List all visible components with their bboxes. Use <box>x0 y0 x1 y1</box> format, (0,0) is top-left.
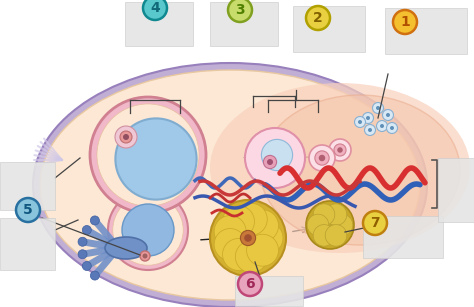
Circle shape <box>82 226 91 235</box>
FancyBboxPatch shape <box>235 276 303 306</box>
Circle shape <box>313 204 335 225</box>
Circle shape <box>214 228 246 260</box>
Circle shape <box>108 190 188 270</box>
Circle shape <box>386 122 398 134</box>
Circle shape <box>376 106 380 110</box>
Circle shape <box>244 234 252 242</box>
Circle shape <box>315 151 329 165</box>
Circle shape <box>337 147 343 153</box>
Circle shape <box>90 97 206 213</box>
Text: 7: 7 <box>370 216 380 230</box>
Ellipse shape <box>33 63 427 307</box>
Circle shape <box>143 0 167 20</box>
Circle shape <box>358 120 362 124</box>
Circle shape <box>115 119 197 200</box>
FancyBboxPatch shape <box>363 216 443 258</box>
Circle shape <box>267 159 273 165</box>
Circle shape <box>122 204 174 256</box>
Circle shape <box>261 139 292 171</box>
FancyBboxPatch shape <box>0 218 55 270</box>
Circle shape <box>143 254 147 258</box>
Circle shape <box>363 211 387 235</box>
Text: 4: 4 <box>150 1 160 15</box>
FancyBboxPatch shape <box>438 158 474 222</box>
Circle shape <box>222 239 255 270</box>
Circle shape <box>366 116 370 120</box>
Circle shape <box>307 214 329 236</box>
Circle shape <box>222 206 255 238</box>
Circle shape <box>363 112 374 123</box>
Circle shape <box>334 144 346 156</box>
Circle shape <box>238 272 262 296</box>
Circle shape <box>393 10 417 34</box>
Text: 3: 3 <box>235 3 245 17</box>
Ellipse shape <box>260 95 460 245</box>
Circle shape <box>373 103 383 114</box>
Circle shape <box>309 145 335 171</box>
Circle shape <box>325 204 347 225</box>
Circle shape <box>123 134 129 140</box>
FancyBboxPatch shape <box>0 162 55 210</box>
Circle shape <box>120 131 132 143</box>
Circle shape <box>306 6 330 30</box>
Circle shape <box>306 201 354 249</box>
Ellipse shape <box>40 70 420 300</box>
FancyBboxPatch shape <box>385 8 467 54</box>
Circle shape <box>97 104 199 206</box>
Ellipse shape <box>210 83 470 253</box>
Text: 6: 6 <box>245 277 255 291</box>
Circle shape <box>115 126 137 148</box>
Circle shape <box>251 222 283 254</box>
Circle shape <box>235 241 267 273</box>
Circle shape <box>355 116 365 127</box>
Circle shape <box>245 128 305 188</box>
Circle shape <box>240 230 255 246</box>
Circle shape <box>246 234 279 266</box>
Circle shape <box>113 195 183 265</box>
Circle shape <box>313 225 335 246</box>
Circle shape <box>386 113 390 117</box>
Circle shape <box>140 251 150 261</box>
Circle shape <box>368 128 372 132</box>
Circle shape <box>214 216 246 247</box>
Circle shape <box>82 262 91 270</box>
Circle shape <box>210 200 286 276</box>
Circle shape <box>390 126 394 130</box>
Circle shape <box>331 214 353 236</box>
Circle shape <box>329 139 351 161</box>
Text: 2: 2 <box>313 11 323 25</box>
Circle shape <box>319 155 325 161</box>
Circle shape <box>78 250 87 259</box>
Circle shape <box>91 216 100 225</box>
FancyBboxPatch shape <box>210 2 278 46</box>
FancyBboxPatch shape <box>125 2 193 46</box>
Circle shape <box>264 155 277 169</box>
Ellipse shape <box>105 237 147 259</box>
Circle shape <box>376 121 388 131</box>
Circle shape <box>246 210 279 242</box>
Circle shape <box>365 125 375 135</box>
Circle shape <box>91 271 100 280</box>
Circle shape <box>380 124 384 128</box>
Circle shape <box>235 203 267 235</box>
Circle shape <box>228 0 252 22</box>
FancyBboxPatch shape <box>293 6 365 52</box>
Circle shape <box>78 237 87 246</box>
Text: 1: 1 <box>400 15 410 29</box>
Circle shape <box>325 225 347 246</box>
Circle shape <box>16 198 40 222</box>
Text: 5: 5 <box>23 203 33 217</box>
Circle shape <box>383 110 393 121</box>
